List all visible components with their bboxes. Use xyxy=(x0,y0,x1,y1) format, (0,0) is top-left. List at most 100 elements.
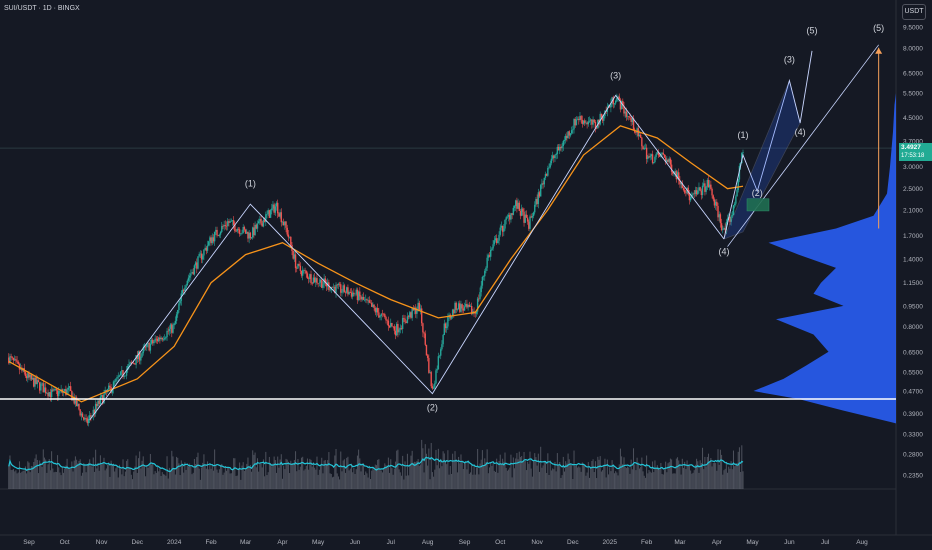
volume-bar xyxy=(622,464,624,489)
volume-bar xyxy=(320,464,322,489)
price-tick-label: 0.2800 xyxy=(903,451,923,458)
volume-bar xyxy=(446,464,448,489)
volume-bar xyxy=(154,471,156,489)
volume-bar xyxy=(716,470,718,489)
candle-body xyxy=(147,342,149,344)
volume-bar xyxy=(585,475,587,489)
volume-bar xyxy=(489,467,491,489)
volume-bar xyxy=(326,463,327,489)
candle-body xyxy=(227,221,229,227)
candle-body xyxy=(453,309,455,314)
time-tick-label: Aug xyxy=(856,539,868,546)
candle-body xyxy=(100,395,103,397)
time-tick-label: Oct xyxy=(60,539,70,546)
volume-bar xyxy=(554,461,556,489)
candle-body xyxy=(55,388,58,391)
candle-body xyxy=(705,186,707,192)
candle-body xyxy=(77,403,79,407)
volume-bar xyxy=(575,465,577,489)
currency-button[interactable]: USDT xyxy=(902,4,926,20)
candle-body xyxy=(116,377,118,379)
volume-bar xyxy=(114,471,116,489)
volume-bar xyxy=(168,467,170,489)
volume-bar xyxy=(699,460,701,489)
candle-body xyxy=(204,247,206,250)
candle-body xyxy=(680,182,682,185)
candle-body xyxy=(366,299,368,301)
candle-body xyxy=(682,188,685,191)
volume-bar xyxy=(356,455,358,489)
volume-bar xyxy=(728,466,730,489)
volume-bar xyxy=(368,465,370,489)
candle-body xyxy=(693,193,695,195)
candle-body xyxy=(554,155,556,159)
candle-body xyxy=(706,179,708,187)
candle-body xyxy=(673,173,675,175)
volume-bar xyxy=(134,466,136,489)
volume-bar xyxy=(685,469,687,489)
candle-body xyxy=(75,397,78,407)
volume-histogram xyxy=(8,439,744,489)
volume-bar xyxy=(615,471,617,489)
volume-bar xyxy=(24,466,26,489)
volume-bar xyxy=(515,458,517,489)
volume-bar xyxy=(362,463,364,489)
candle-body xyxy=(444,323,447,329)
candle-body xyxy=(668,158,670,162)
candle-body xyxy=(213,231,216,242)
candle-body xyxy=(742,152,744,153)
volume-bar xyxy=(458,456,460,489)
candle-body xyxy=(222,226,224,227)
volume-bar xyxy=(110,460,112,489)
volume-bar xyxy=(318,469,320,489)
candle-body xyxy=(466,304,468,308)
volume-bar xyxy=(523,452,525,489)
symbol-title[interactable]: SUI/USDT · 1D · BINGX xyxy=(4,5,80,12)
elliott-wave-line xyxy=(89,94,725,421)
candle-body xyxy=(580,116,582,120)
candle-body xyxy=(388,325,391,328)
volume-bar xyxy=(35,454,37,489)
time-axis[interactable]: Sep Oct Nov Dec 2024 Feb Mar Apr May Jun Jul Aug Sep… xyxy=(23,539,868,546)
candle-body xyxy=(181,289,184,294)
volume-bar xyxy=(108,462,110,489)
candle-body xyxy=(437,356,440,370)
volume-bar xyxy=(403,479,405,489)
volume-bar xyxy=(491,465,493,489)
time-tick-label: May xyxy=(746,539,759,546)
volume-bar xyxy=(284,469,286,489)
volume-bar xyxy=(197,452,199,489)
volume-bar xyxy=(347,456,349,489)
candle-body xyxy=(681,182,684,189)
candle-body xyxy=(630,117,632,122)
price-tick-label: 0.8000 xyxy=(903,324,923,331)
candle-body xyxy=(667,159,669,162)
candle-body xyxy=(198,254,200,257)
volume-bar xyxy=(287,461,289,489)
volume-bar xyxy=(102,463,104,489)
candle-body xyxy=(15,359,17,361)
candle-body xyxy=(65,389,67,395)
candle-body xyxy=(550,158,553,164)
volume-bar xyxy=(474,474,476,489)
candle-body xyxy=(376,308,379,313)
candle-body xyxy=(81,413,84,418)
candle-body xyxy=(431,386,434,389)
candle-body xyxy=(574,119,576,126)
candle-body xyxy=(392,326,394,327)
volume-bar xyxy=(377,459,379,489)
candle-body xyxy=(99,396,102,404)
candle-body xyxy=(405,321,407,324)
volume-bar xyxy=(504,452,506,489)
candle-body xyxy=(468,304,470,307)
volume-bar xyxy=(276,472,278,489)
volume-bar xyxy=(455,459,457,489)
volume-bar xyxy=(126,460,128,489)
candle-body xyxy=(379,315,381,318)
candle-body xyxy=(263,219,266,222)
volume-bar xyxy=(133,471,135,489)
price-axis[interactable]: 0.2350 0.2800 0.3300 0.3900 0.4700 0.5500 0.65… xyxy=(903,25,923,480)
candle-body xyxy=(726,218,729,222)
wave-label: (5) xyxy=(807,26,818,36)
